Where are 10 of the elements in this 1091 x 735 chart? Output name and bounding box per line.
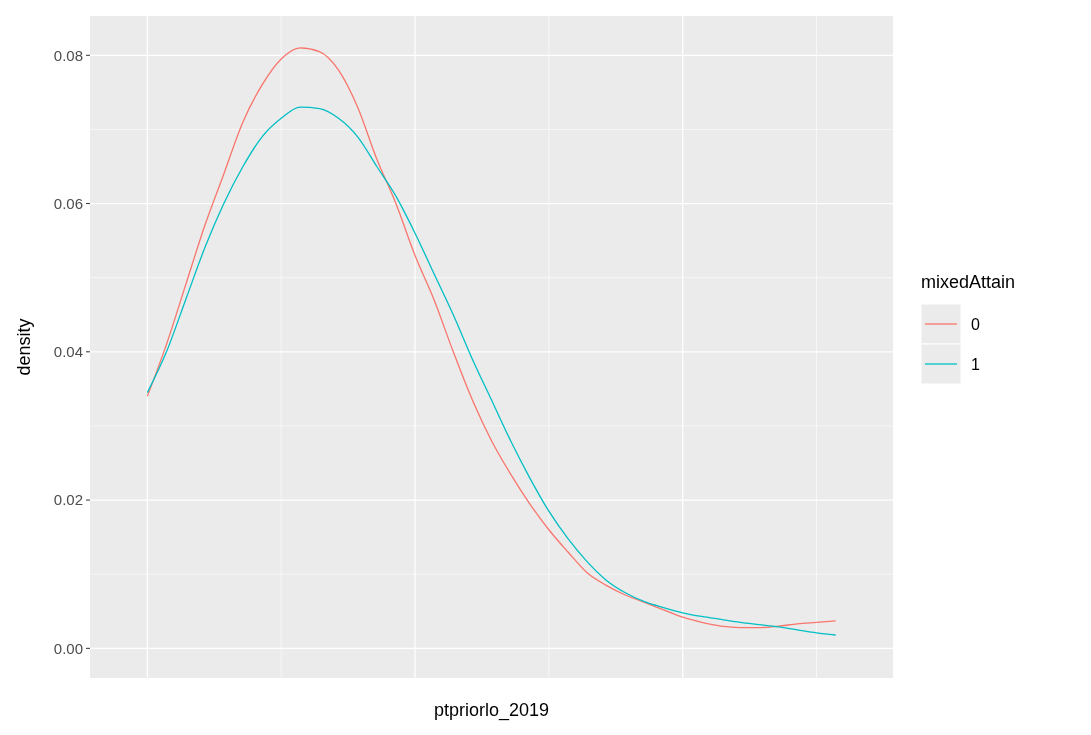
y-tick-label: 0.04 <box>53 343 83 361</box>
legend-label: 0 <box>971 315 980 333</box>
y-tick-label: 0.06 <box>53 194 83 212</box>
legend-title: mixedAttain <box>921 272 1016 292</box>
y-tick-label: 0.02 <box>53 491 83 509</box>
y-axis-title: density <box>14 318 34 376</box>
x-axis-title: ptpriorlo_2019 <box>433 700 550 721</box>
legend-label: 1 <box>971 355 980 373</box>
y-tick-label: 0.00 <box>53 639 83 657</box>
y-tick-label: 0.08 <box>53 46 83 64</box>
